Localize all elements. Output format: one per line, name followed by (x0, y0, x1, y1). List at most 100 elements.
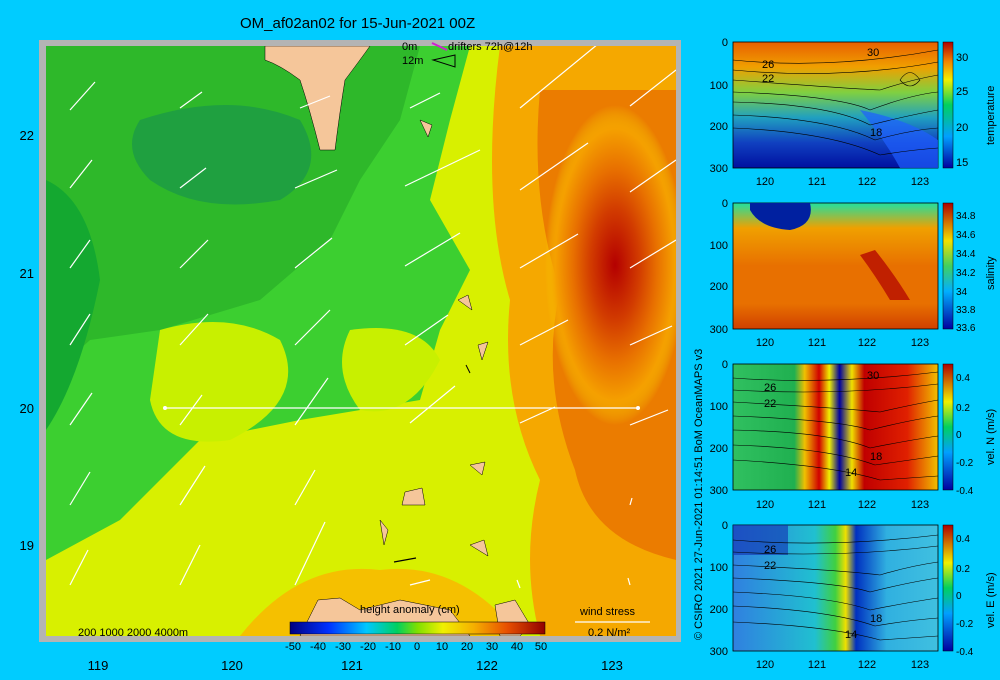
veln-cb-tick: 0.4 (956, 373, 970, 384)
sal-cb-tick: 34.4 (956, 249, 976, 260)
colorbar (289, 621, 546, 635)
colorbar-title: height anomaly (cm) (360, 604, 460, 616)
vele-x-tick: 120 (756, 659, 774, 671)
veln-cb-tick: -0.4 (956, 486, 974, 497)
map-x-ticks: 119 120 121 122 123 (88, 658, 623, 673)
sal-y-tick: 100 (710, 240, 728, 252)
sal-cb-tick: 34.6 (956, 230, 976, 241)
sal-y-tick: 200 (710, 281, 728, 293)
temp-x-tick: 120 (756, 176, 774, 188)
svg-text:120: 120 (221, 658, 243, 673)
veln-cb-tick: 0 (956, 430, 962, 441)
main-map: 119 120 121 122 123 22 21 20 19 0m drift… (20, 40, 681, 673)
vele-cb-tick: 0 (956, 591, 962, 602)
vele-contour-label: 14 (845, 629, 857, 641)
vel-e-panel: 26 22 18 14 0 100 200 300 120 121 122 12… (710, 520, 997, 671)
svg-text:drifters 72h@12h: drifters 72h@12h (448, 41, 533, 53)
vele-cb-tick: 0.2 (956, 564, 970, 575)
temp-y-tick: 0 (722, 37, 728, 49)
veln-x-tick: 123 (911, 499, 929, 511)
temp-x-tick: 121 (808, 176, 826, 188)
wind-arrows (69, 46, 676, 589)
vele-y-tick: 300 (710, 646, 728, 658)
svg-text:50: 50 (535, 641, 547, 653)
veln-x-tick: 122 (858, 499, 876, 511)
veln-contour-label: 22 (764, 398, 776, 410)
temp-cb-tick: 30 (956, 52, 968, 64)
veln-contour-label: 30 (867, 370, 879, 382)
sal-x-tick: 121 (808, 337, 826, 349)
veln-contour-label: 18 (870, 451, 882, 463)
sal-cb-tick: 34.8 (956, 211, 976, 222)
temp-y-tick: 200 (710, 121, 728, 133)
svg-text:0m: 0m (402, 41, 417, 53)
vele-cb-tick: -0.2 (956, 619, 974, 630)
svg-text:20: 20 (461, 641, 473, 653)
temp-cb-tick: 15 (956, 157, 968, 169)
svg-text:121: 121 (341, 658, 363, 673)
svg-text:123: 123 (601, 658, 623, 673)
svg-text:10: 10 (436, 641, 448, 653)
sal-x-tick: 120 (756, 337, 774, 349)
veln-x-tick: 120 (756, 499, 774, 511)
temp-contour-label: 18 (870, 127, 882, 139)
svg-text:12m: 12m (402, 55, 423, 67)
temp-cb-tick: 25 (956, 86, 968, 98)
temp-x-tick: 123 (911, 176, 929, 188)
svg-text:20: 20 (20, 401, 34, 416)
temp-contour-label: 26 (762, 59, 774, 71)
svg-text:-30: -30 (335, 641, 351, 653)
svg-text:22: 22 (20, 128, 34, 143)
veln-y-tick: 0 (722, 359, 728, 371)
page-title: OM_af02an02 for 15-Jun-2021 00Z (240, 15, 476, 32)
sal-cb-tick: 34.2 (956, 268, 976, 279)
svg-text:40: 40 (511, 641, 523, 653)
sal-cb-tick: 33.8 (956, 305, 976, 316)
section-panels: 26 22 30 18 0 100 200 300 120 121 122 12… (710, 37, 997, 671)
map-y-ticks: 22 21 20 19 (20, 128, 34, 553)
veln-cb-label: vel. N (m/s) (985, 409, 997, 465)
vele-y-tick: 0 (722, 520, 728, 532)
temperature-panel: 26 22 30 18 0 100 200 300 120 121 122 12… (710, 37, 997, 188)
vele-x-tick: 121 (808, 659, 826, 671)
temp-x-tick: 122 (858, 176, 876, 188)
vele-y-tick: 200 (710, 604, 728, 616)
sal-y-tick: 300 (710, 324, 728, 336)
veln-cb-tick: -0.2 (956, 458, 974, 469)
sal-x-tick: 122 (858, 337, 876, 349)
vele-cb-tick: -0.4 (956, 647, 974, 658)
svg-text:-20: -20 (360, 641, 376, 653)
vele-x-tick: 122 (858, 659, 876, 671)
vele-cb-label: vel. E (m/s) (985, 572, 997, 628)
vel-n-panel: 26 22 30 18 14 0 100 200 300 120 121 122… (710, 359, 997, 511)
sal-y-tick: 0 (722, 198, 728, 210)
veln-y-tick: 200 (710, 443, 728, 455)
land-taiwan (264, 46, 371, 151)
veln-cb-tick: 0.2 (956, 403, 970, 414)
vele-cb-tick: 0.4 (956, 534, 970, 545)
temp-y-tick: 300 (710, 163, 728, 175)
vele-contour-label: 22 (764, 560, 776, 572)
vele-contour-label: 26 (764, 544, 776, 556)
sal-cb-label: salinity (985, 256, 997, 290)
vele-x-tick: 123 (911, 659, 929, 671)
veln-y-tick: 300 (710, 485, 728, 497)
veln-y-tick: 100 (710, 401, 728, 413)
sal-x-tick: 123 (911, 337, 929, 349)
veln-x-tick: 121 (808, 499, 826, 511)
drifter-legend: 0m drifters 72h@12h 12m (402, 41, 533, 68)
temp-cb-label: temperature (985, 86, 997, 145)
svg-text:30: 30 (486, 641, 498, 653)
svg-text:-40: -40 (310, 641, 326, 653)
temp-y-tick: 100 (710, 80, 728, 92)
veln-contour-label: 26 (764, 382, 776, 394)
depth-legend: 200 1000 2000 4000m (78, 627, 188, 639)
vele-y-tick: 100 (710, 562, 728, 574)
salinity-panel: 0 100 200 300 120 121 122 123 34.8 34.6 … (710, 198, 997, 349)
sal-cb-tick: 34 (956, 287, 968, 298)
vele-contour-label: 18 (870, 613, 882, 625)
svg-text:21: 21 (20, 266, 34, 281)
colorbar-ticks: -50 -40 -30 -20 -10 0 10 20 30 40 50 (285, 641, 547, 653)
svg-text:0: 0 (414, 641, 420, 653)
veln-contour-label: 14 (845, 467, 857, 479)
